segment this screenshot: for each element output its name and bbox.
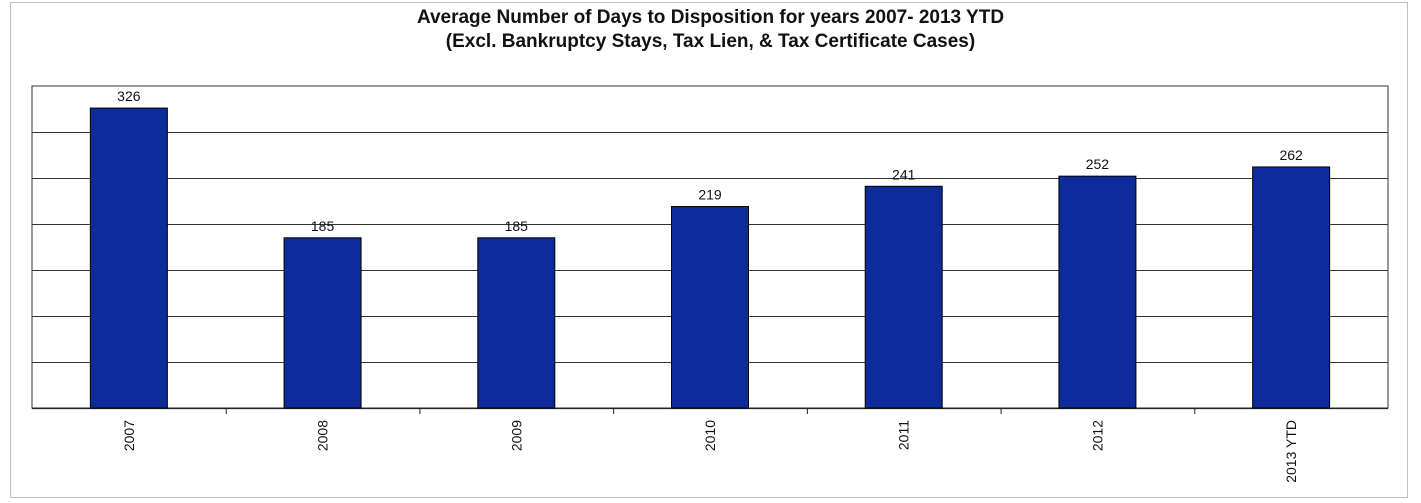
x-tick-label: 2009 — [508, 420, 524, 451]
bar-2013-ytd — [1252, 166, 1331, 409]
bar-2009 — [477, 237, 556, 409]
chart-title-block: Average Number of Days to Disposition fo… — [0, 6, 1421, 54]
chart-title: Average Number of Days to Disposition fo… — [416, 7, 1005, 28]
bar-2012 — [1058, 175, 1137, 409]
data-label: 185 — [505, 218, 529, 234]
x-tick-label: 2013 YTD — [1283, 420, 1299, 483]
x-tick-label: 2011 — [896, 420, 912, 450]
bar-2011 — [864, 185, 943, 409]
data-label: 262 — [1279, 147, 1303, 163]
bar-2007 — [89, 107, 168, 409]
data-label: 326 — [117, 88, 141, 104]
plot-area: 326 2007 185 2008 185 2009 219 2010 241 2011 252 20… — [31, 85, 1389, 483]
x-tick-label: 2010 — [702, 420, 718, 451]
data-label: 252 — [1086, 156, 1110, 172]
data-label: 219 — [698, 187, 722, 203]
data-label: 185 — [311, 218, 335, 234]
bar-2008 — [283, 237, 362, 409]
bar-2010 — [671, 206, 749, 409]
x-tick-label: 2007 — [121, 420, 137, 451]
x-tick-label: 2012 — [1089, 420, 1105, 451]
x-tick-label: 2008 — [315, 420, 331, 451]
data-label: 241 — [892, 166, 916, 182]
chart-subtitle: (Excl. Bankruptcy Stays, Tax Lien, & Tax… — [445, 31, 976, 52]
